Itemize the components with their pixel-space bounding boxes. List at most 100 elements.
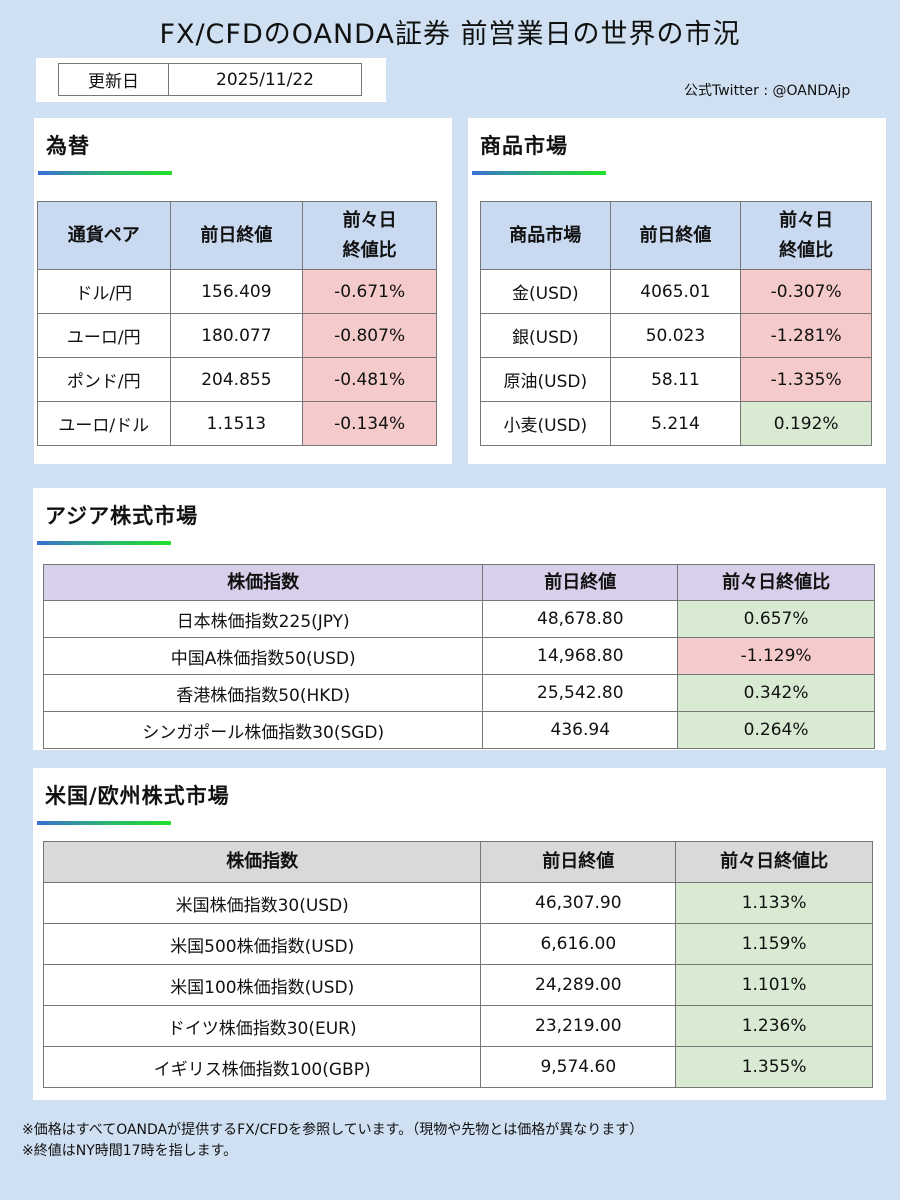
us-eu-change-value: 1.355% — [675, 1046, 873, 1088]
us-eu-close-value: 46,307.90 — [480, 882, 677, 924]
us-eu-close-value: 6,616.00 — [480, 923, 677, 965]
commodities-heading: 商品市場 — [480, 134, 568, 158]
commodities-table: 商品市場 前日終値 前々日 終値比 金(USD) 4065.01 -0.307%… — [480, 201, 872, 446]
page-title: FX/CFDのOANDA証券 前営業日の世界の市況 — [159, 19, 741, 50]
commodities-header-change-line1: 前々日 — [779, 209, 834, 231]
us-eu-header-close: 前日終値 — [480, 841, 677, 883]
fx-pair-name: ポンド/円 — [37, 357, 171, 402]
commodities-header-close: 前日終値 — [609, 201, 742, 270]
fx-panel: 為替 通貨ペア 前日終値 前々日 終値比 ドル/円 156.409 -0.671… — [34, 118, 452, 464]
us-eu-header-index: 株価指数 — [42, 841, 482, 883]
us-eu-close-value: 23,219.00 — [480, 1005, 677, 1047]
fx-close-value: 1.1513 — [169, 401, 304, 446]
us-eu-close-value: 9,574.60 — [480, 1046, 677, 1088]
table-row: 銀(USD) 50.023 -1.281% — [480, 313, 872, 358]
fx-header-close: 前日終値 — [169, 201, 304, 270]
table-row: ユーロ/円 180.077 -0.807% — [37, 313, 437, 358]
asia-index-name: 日本株価指数225(JPY) — [42, 600, 484, 638]
footnote-close-time: ※終値はNY時間17時を指します。 — [22, 1143, 238, 1159]
us-eu-header-change: 前々日終値比 — [675, 841, 873, 883]
asia-index-name: 中国A株価指数50(USD) — [42, 637, 484, 675]
footnote-prices: ※価格はすべてOANDAが提供するFX/CFDを参照しています。（現物や先物とは… — [22, 1122, 644, 1138]
table-row: イギリス株価指数100(GBP) 9,574.60 1.355% — [42, 1046, 873, 1088]
table-row: ドル/円 156.409 -0.671% — [37, 269, 437, 314]
us-eu-heading: 米国/欧州株式市場 — [45, 784, 230, 808]
fx-change-value: -0.807% — [302, 313, 437, 358]
twitter-handle[interactable]: 公式Twitter : @OANDAjp — [684, 83, 851, 99]
asia-table: 株価指数 前日終値 前々日終値比 日本株価指数225(JPY) 48,678.8… — [42, 564, 875, 749]
table-row: 香港株価指数50(HKD) 25,542.80 0.342% — [42, 674, 875, 712]
asia-heading-underline — [37, 541, 171, 545]
fx-pair-name: ユーロ/ドル — [37, 401, 171, 446]
commodity-close-value: 4065.01 — [609, 269, 742, 314]
table-row: 中国A株価指数50(USD) 14,968.80 -1.129% — [42, 637, 875, 675]
update-date-label: 更新日 — [58, 63, 169, 96]
table-row: 原油(USD) 58.11 -1.335% — [480, 357, 872, 402]
fx-pair-name: ドル/円 — [37, 269, 171, 314]
asia-close-value: 48,678.80 — [482, 600, 679, 638]
update-date-box: 更新日 2025/11/22 — [36, 58, 386, 102]
fx-change-value: -0.481% — [302, 357, 437, 402]
asia-header-change: 前々日終値比 — [677, 564, 875, 601]
commodities-panel: 商品市場 商品市場 前日終値 前々日 終値比 金(USD) 4065.01 -0… — [468, 118, 886, 464]
commodity-change-value: -1.335% — [740, 357, 872, 402]
table-row: 日本株価指数225(JPY) 48,678.80 0.657% — [42, 600, 875, 638]
table-row: ユーロ/ドル 1.1513 -0.134% — [37, 401, 437, 446]
fx-close-value: 180.077 — [169, 313, 304, 358]
table-row: 小麦(USD) 5.214 0.192% — [480, 401, 872, 446]
commodities-header-change-line2: 終値比 — [779, 239, 834, 261]
us-eu-change-value: 1.159% — [675, 923, 873, 965]
asia-index-name: 香港株価指数50(HKD) — [42, 674, 484, 712]
table-row: 金(USD) 4065.01 -0.307% — [480, 269, 872, 314]
commodities-header-market: 商品市場 — [480, 201, 611, 270]
asia-close-value: 25,542.80 — [482, 674, 679, 712]
fx-change-value: -0.134% — [302, 401, 437, 446]
asia-header-index: 株価指数 — [42, 564, 484, 601]
us-eu-change-value: 1.236% — [675, 1005, 873, 1047]
fx-header-change-line2: 終値比 — [342, 239, 397, 261]
asia-change-value: 0.264% — [677, 711, 875, 749]
fx-table: 通貨ペア 前日終値 前々日 終値比 ドル/円 156.409 -0.671% ユ… — [37, 201, 437, 446]
table-row: ドイツ株価指数30(EUR) 23,219.00 1.236% — [42, 1005, 873, 1047]
us-eu-heading-underline — [37, 821, 171, 825]
asia-close-value: 436.94 — [482, 711, 679, 749]
us-eu-panel: 米国/欧州株式市場 株価指数 前日終値 前々日終値比 米国株価指数30(USD)… — [33, 768, 886, 1100]
fx-header-change: 前々日 終値比 — [302, 201, 437, 270]
asia-panel: アジア株式市場 株価指数 前日終値 前々日終値比 日本株価指数225(JPY) … — [33, 488, 886, 750]
table-row: 米国株価指数30(USD) 46,307.90 1.133% — [42, 882, 873, 924]
commodity-name: 原油(USD) — [480, 357, 611, 402]
asia-index-name: シンガポール株価指数30(SGD) — [42, 711, 484, 749]
commodity-change-value: -0.307% — [740, 269, 872, 314]
fx-header-pair: 通貨ペア — [37, 201, 171, 270]
asia-change-value: 0.342% — [677, 674, 875, 712]
commodity-change-value: -1.281% — [740, 313, 872, 358]
table-row: 米国100株価指数(USD) 24,289.00 1.101% — [42, 964, 873, 1006]
fx-change-value: -0.671% — [302, 269, 437, 314]
update-date-value: 2025/11/22 — [168, 63, 362, 96]
fx-heading: 為替 — [46, 134, 90, 158]
asia-change-value: -1.129% — [677, 637, 875, 675]
table-row: 米国500株価指数(USD) 6,616.00 1.159% — [42, 923, 873, 965]
fx-close-value: 156.409 — [169, 269, 304, 314]
asia-change-value: 0.657% — [677, 600, 875, 638]
footnotes: ※価格はすべてOANDAが提供するFX/CFDを参照しています。（現物や先物とは… — [22, 1120, 643, 1162]
asia-header-close: 前日終値 — [482, 564, 679, 601]
table-row: ポンド/円 204.855 -0.481% — [37, 357, 437, 402]
us-eu-index-name: 米国500株価指数(USD) — [42, 923, 482, 965]
table-row: シンガポール株価指数30(SGD) 436.94 0.264% — [42, 711, 875, 749]
us-eu-index-name: イギリス株価指数100(GBP) — [42, 1046, 482, 1088]
us-eu-change-value: 1.101% — [675, 964, 873, 1006]
commodities-header-change: 前々日 終値比 — [740, 201, 872, 270]
us-eu-change-value: 1.133% — [675, 882, 873, 924]
us-eu-index-name: 米国株価指数30(USD) — [42, 882, 482, 924]
commodity-close-value: 50.023 — [609, 313, 742, 358]
asia-close-value: 14,968.80 — [482, 637, 679, 675]
asia-heading: アジア株式市場 — [45, 504, 199, 528]
fx-header-change-line1: 前々日 — [342, 209, 397, 231]
fx-heading-underline — [38, 171, 172, 175]
us-eu-table: 株価指数 前日終値 前々日終値比 米国株価指数30(USD) 46,307.90… — [42, 841, 873, 1088]
fx-pair-name: ユーロ/円 — [37, 313, 171, 358]
commodity-name: 銀(USD) — [480, 313, 611, 358]
commodity-close-value: 58.11 — [609, 357, 742, 402]
commodity-name: 小麦(USD) — [480, 401, 611, 446]
